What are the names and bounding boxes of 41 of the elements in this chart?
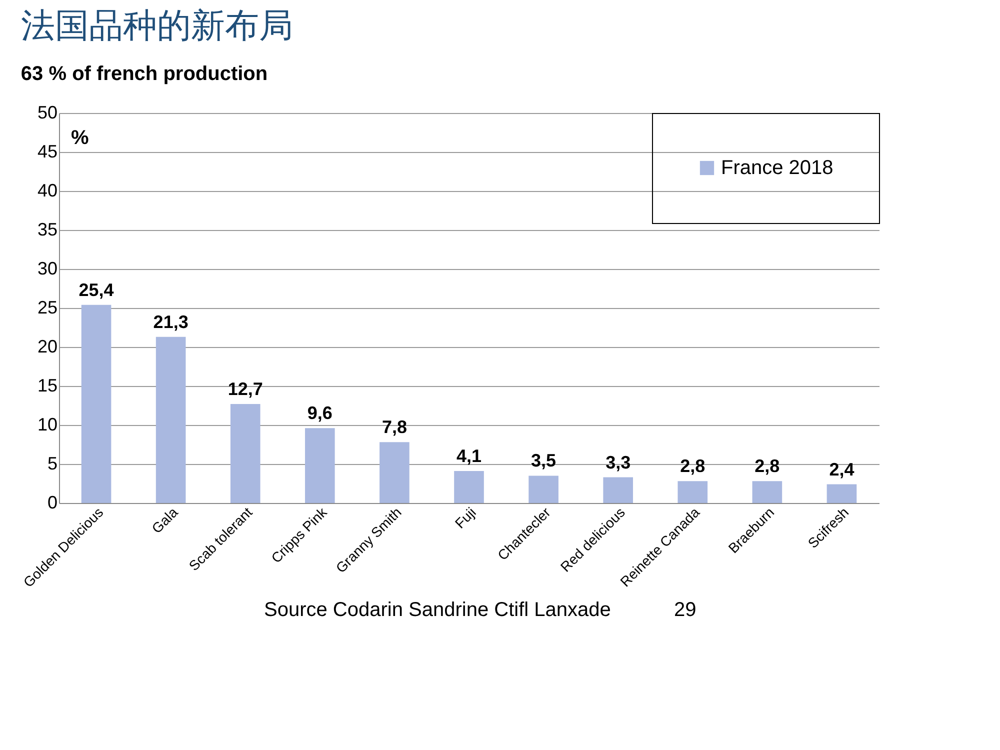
y-tick-label: 5: [47, 454, 58, 474]
y-tick-label: 35: [37, 220, 58, 240]
bar: [380, 442, 410, 503]
bar: [826, 484, 857, 503]
bar: [678, 481, 708, 503]
bar: [528, 476, 558, 503]
y-tick-label: 20: [37, 336, 58, 356]
bar: [81, 304, 112, 503]
text: 25,4: [78, 280, 114, 300]
bar: [305, 428, 335, 503]
bar: [156, 336, 186, 503]
bar: [603, 477, 633, 503]
y-tick-label: 10: [37, 414, 58, 434]
chart-subtitle: 63 % of french production: [20, 63, 268, 85]
text: 3,3: [606, 452, 631, 472]
text: 2,4: [829, 459, 854, 480]
x-tick-label: Fuji: [452, 504, 479, 532]
bar: [454, 471, 484, 503]
y-tick-label: 45: [37, 142, 58, 162]
text: 9,6: [307, 403, 332, 424]
y-tick-label: 50: [37, 102, 58, 122]
text: 3,5: [531, 450, 556, 471]
y-tick-label: 0: [47, 492, 58, 512]
y-tick-label: 40: [37, 180, 58, 200]
x-tick-label: Gala: [148, 504, 181, 536]
y-tick-label: 30: [37, 258, 58, 278]
text: 7,8: [382, 417, 407, 438]
bar: [752, 481, 782, 503]
legend-label: France 2018: [721, 157, 834, 179]
text: 29: [674, 599, 696, 621]
chart-title: 法国品种的新布局: [20, 7, 293, 45]
y-tick-label: 15: [37, 376, 58, 396]
bar: [230, 404, 260, 503]
text: 2,8: [680, 456, 706, 476]
text: 4,1: [456, 446, 482, 466]
text: 21,3: [153, 312, 188, 332]
y-axis-title: %: [71, 127, 89, 149]
source-note: Source Codarin Sandrine Ctifl Lanxade: [264, 599, 611, 621]
y-tick-label: 25: [37, 298, 58, 318]
text: 2,8: [754, 456, 780, 476]
text: 12,7: [228, 378, 263, 399]
